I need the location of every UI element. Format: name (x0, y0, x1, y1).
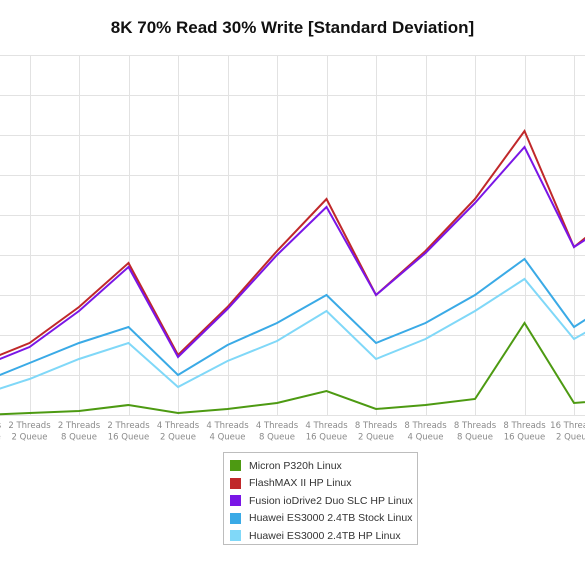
legend-item: Huawei ES3000 2.4TB HP Linux (230, 527, 417, 545)
legend-item: Huawei ES3000 2.4TB Stock Linux (230, 510, 417, 528)
x-tick-label: 8 Threads 8 Queue (454, 421, 497, 443)
series-line-1 (0, 321, 585, 416)
series-line-3 (0, 145, 585, 360)
x-tick-label: 4 Threads 2 Queue (157, 421, 200, 443)
series-line-4 (0, 257, 585, 377)
chart-grid (0, 55, 585, 416)
legend-label: Huawei ES3000 2.4TB HP Linux (249, 529, 401, 542)
legend-swatch (230, 512, 241, 524)
legend-label: Fusion ioDrive2 Duo SLC HP Linux (249, 494, 413, 507)
legend-swatch (230, 530, 241, 542)
legend-label: FlashMAX II HP Linux (249, 477, 352, 490)
legend-swatch (230, 495, 241, 507)
x-tick-label: 2 Threads 2 Queue (8, 421, 51, 443)
legend-item: Micron P320h Linux (230, 457, 417, 475)
x-tick-label: 4 Threads 8 Queue (256, 421, 299, 443)
legend-swatch (230, 460, 241, 472)
series-line-5 (0, 277, 585, 390)
legend-item: Fusion ioDrive2 Duo SLC HP Linux (230, 492, 417, 510)
x-tick-label: 2 Threads 8 Queue (58, 421, 101, 443)
series-line-2 (0, 128, 585, 357)
x-tick-label: 4 Threads 16 Queue (305, 421, 348, 443)
x-tick-label: 4 Threads 4 Queue (206, 421, 249, 443)
x-tick-label: 8 Threads 16 Queue (503, 421, 546, 443)
legend-label: Micron P320h Linux (249, 459, 342, 472)
legend-item: FlashMAX II HP Linux (230, 475, 417, 493)
chart-legend: Micron P320h Linux FlashMAX II HP Linux … (223, 452, 418, 545)
chart-series-lines (0, 128, 585, 416)
chart-title: 8K 70% Read 30% Write [Standard Deviatio… (110, 18, 475, 37)
legend-swatch (230, 477, 241, 489)
x-tick-label: 8 Threads 2 Queue (355, 421, 398, 443)
x-tick-label: 8 Threads 4 Queue (404, 421, 447, 443)
legend-label: Huawei ES3000 2.4TB Stock Linux (249, 512, 413, 525)
